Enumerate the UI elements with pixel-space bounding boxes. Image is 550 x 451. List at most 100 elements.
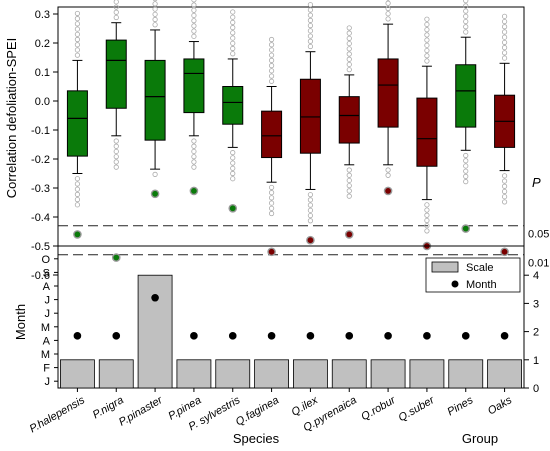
outlier-point xyxy=(424,212,430,218)
scale-bar xyxy=(137,274,173,389)
outlier-point xyxy=(501,18,508,25)
outlier-point xyxy=(230,51,236,57)
outlier-point xyxy=(74,36,81,43)
outlier-point xyxy=(346,183,352,189)
month-point xyxy=(267,332,276,340)
outlier-point xyxy=(501,199,508,205)
threshold-lines: 0.05 0.01 xyxy=(58,225,549,270)
outlier-point xyxy=(152,22,158,28)
box xyxy=(299,78,321,154)
outlier-point xyxy=(268,184,275,191)
top-y-tick-label: 0.3 xyxy=(35,9,50,21)
outlier-point xyxy=(268,68,275,74)
outlier-point xyxy=(307,33,314,39)
boxplot-P. sylvestris xyxy=(222,9,244,213)
box xyxy=(377,58,399,128)
outlier-point xyxy=(191,33,197,39)
outlier-point xyxy=(74,176,81,182)
outlier-point xyxy=(230,160,236,166)
outlier-point xyxy=(152,16,158,23)
outlier-point xyxy=(230,14,236,20)
right-y-tick-label: 0 xyxy=(533,383,539,395)
min-correlation-point xyxy=(306,235,315,245)
scale-bar xyxy=(409,359,445,389)
month-tick-label: S xyxy=(43,267,50,279)
outlier-point xyxy=(230,170,236,177)
scale-bar xyxy=(487,359,522,389)
outlier-point xyxy=(463,18,469,25)
outlier-point xyxy=(346,30,352,36)
box xyxy=(144,59,166,141)
min-correlation-point xyxy=(150,189,160,199)
outlier-point xyxy=(346,188,352,194)
top-panel: 0.40.30.20.10.0-0.1-0.2-0.3-0.4-0.5-0.6 … xyxy=(4,0,549,282)
month-point xyxy=(190,332,198,340)
outlier-point xyxy=(463,29,469,35)
outlier-point xyxy=(191,159,197,165)
outlier-point xyxy=(307,192,314,198)
x-axis-label-group: Group xyxy=(462,431,498,446)
outlier-point xyxy=(463,8,469,14)
month-tick-label: J xyxy=(45,308,51,320)
outlier-point xyxy=(346,56,352,62)
month-point xyxy=(500,332,509,340)
outlier-point xyxy=(268,57,275,64)
outlier-point xyxy=(424,47,430,54)
outlier-point xyxy=(307,207,314,213)
top-y-tick-label: 0.1 xyxy=(35,67,50,79)
x-tick-label: Q.robur xyxy=(359,394,398,424)
box xyxy=(183,58,205,114)
outlier-point xyxy=(230,165,236,171)
right-y-tick-label: 2 xyxy=(533,327,539,339)
outlier-point xyxy=(230,25,236,31)
month-tick-label: F xyxy=(43,363,50,375)
outlier-point xyxy=(346,167,352,173)
box xyxy=(455,64,477,128)
outlier-point xyxy=(74,186,81,192)
outlier-point xyxy=(307,38,314,44)
outlier-point xyxy=(191,2,197,8)
outlier-point xyxy=(463,179,469,185)
box xyxy=(105,39,127,109)
outlier-point xyxy=(424,53,430,59)
outlier-point xyxy=(346,61,352,68)
bottom-plot-frame xyxy=(57,245,525,389)
right-y-tick-label: 3 xyxy=(533,298,539,310)
boxplot-P.pinaster xyxy=(144,0,166,199)
legend-month-label: Month xyxy=(466,279,497,291)
box xyxy=(261,110,283,159)
top-y-tick-label: -0.2 xyxy=(31,154,50,166)
outlier-point xyxy=(268,63,275,69)
outlier-point xyxy=(113,9,119,15)
scale-bar xyxy=(254,359,289,389)
outlier-point xyxy=(230,45,236,52)
outlier-point xyxy=(113,4,119,10)
scale-bar xyxy=(370,359,406,389)
outlier-point xyxy=(307,197,314,203)
outlier-point xyxy=(501,55,508,61)
outlier-point xyxy=(113,164,119,170)
outlier-point xyxy=(152,6,158,12)
x-tick-label: P.pinaster xyxy=(117,394,166,429)
outlier-point xyxy=(346,193,352,199)
outlier-point xyxy=(230,35,236,41)
top-y-tick-label: -0.6 xyxy=(31,270,50,282)
bar-group-Oaks xyxy=(487,332,522,389)
month-point xyxy=(151,293,159,302)
outlier-point xyxy=(424,27,430,33)
top-y-tick-label: -0.5 xyxy=(31,241,50,253)
outlier-point xyxy=(268,190,275,196)
outlier-point xyxy=(74,47,81,53)
right-axis-label: P xyxy=(532,175,541,190)
boxplot-Q.faginea xyxy=(261,36,283,257)
outlier-point xyxy=(424,42,430,48)
outlier-point xyxy=(74,21,81,27)
outlier-point xyxy=(307,12,314,18)
outlier-point xyxy=(191,148,197,155)
outlier-point xyxy=(307,43,314,50)
outlier-point xyxy=(113,159,119,165)
threshold-label: 0.01 xyxy=(528,258,549,270)
scale-bar xyxy=(98,359,134,389)
